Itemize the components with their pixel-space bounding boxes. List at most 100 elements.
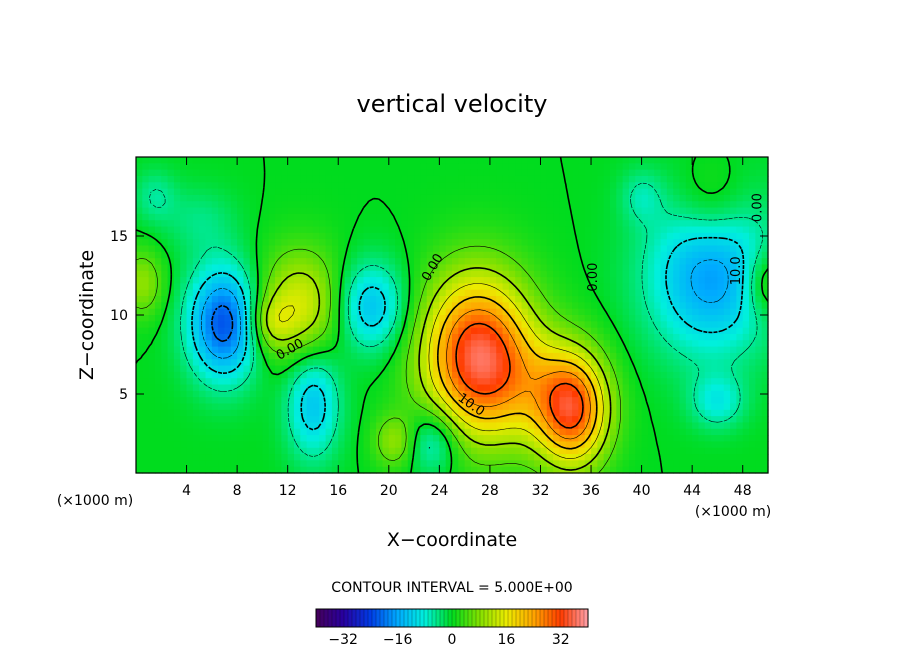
heatmap-cell [262, 302, 270, 310]
heatmap-cell [186, 454, 194, 461]
heatmap-cell [679, 422, 687, 430]
heatmap-cell [502, 251, 510, 259]
heatmap-cell [268, 258, 276, 266]
heatmap-cell [489, 371, 497, 379]
heatmap-cell [300, 194, 308, 202]
heatmap-cell [237, 232, 245, 240]
heatmap-cell [521, 403, 529, 411]
heatmap-cell [401, 403, 409, 411]
heatmap-cell [489, 397, 497, 405]
heatmap-cell [540, 182, 548, 190]
heatmap-cell [243, 207, 251, 215]
heatmap-cell [369, 460, 377, 468]
heatmap-cell [243, 296, 251, 303]
heatmap-cell [243, 220, 251, 228]
heatmap-cell [243, 201, 251, 209]
heatmap-cell [142, 169, 150, 177]
heatmap-cell [508, 163, 516, 171]
heatmap-cell [540, 220, 548, 228]
heatmap-cell [306, 333, 314, 341]
heatmap-cell [439, 321, 447, 329]
heatmap-cell [717, 308, 725, 316]
heatmap-cell [591, 163, 598, 171]
heatmap-cell [452, 346, 459, 354]
heatmap-cell [407, 157, 415, 164]
heatmap-cell [357, 403, 365, 411]
heatmap-cell [331, 390, 339, 398]
heatmap-cell [755, 390, 763, 398]
heatmap-cell [243, 378, 251, 386]
heatmap-cell [603, 239, 611, 247]
heatmap-cell [173, 371, 181, 379]
heatmap-cell [363, 422, 371, 430]
heatmap-cell [249, 283, 257, 291]
heatmap-cell [591, 378, 598, 386]
heatmap-cell [230, 270, 238, 278]
heatmap-cell [262, 296, 270, 303]
heatmap-cell [483, 182, 491, 190]
heatmap-cell [540, 277, 548, 284]
heatmap-cell [534, 194, 542, 202]
heatmap-cell [205, 188, 213, 196]
heatmap-cell [483, 251, 491, 259]
heatmap-cell [610, 245, 617, 253]
heatmap-cell [572, 245, 579, 253]
heatmap-cell [426, 169, 434, 177]
heatmap-cell [344, 201, 352, 209]
heatmap-cell [154, 169, 162, 177]
heatmap-cell [407, 378, 415, 386]
heatmap-cell [628, 397, 636, 405]
heatmap-cell [654, 270, 662, 278]
heatmap-cell [660, 447, 668, 455]
heatmap-cell [584, 157, 592, 164]
heatmap-cell [679, 378, 687, 386]
heatmap-cell [249, 182, 257, 190]
heatmap-cell [262, 428, 270, 436]
heatmap-cell [622, 163, 630, 171]
heatmap-cell [350, 182, 358, 190]
heatmap-cell [407, 175, 415, 183]
heatmap-cell [376, 251, 384, 259]
heatmap-cell [256, 308, 263, 316]
heatmap-cell [350, 245, 358, 253]
heatmap-cell [477, 239, 485, 247]
heatmap-cell [616, 289, 624, 297]
heatmap-cell [262, 321, 270, 329]
heatmap-cell [458, 302, 466, 310]
heatmap-cell [275, 352, 282, 360]
heatmap-cell [578, 435, 586, 442]
heatmap-cell [730, 403, 737, 411]
heatmap-cell [369, 416, 377, 424]
heatmap-cell [452, 194, 459, 202]
heatmap-cell [186, 308, 194, 316]
heatmap-cell [616, 371, 624, 379]
heatmap-cell [527, 308, 535, 316]
heatmap-cell [256, 422, 263, 430]
heatmap-cell [534, 397, 542, 405]
heatmap-cell [161, 384, 169, 392]
heatmap-cell [369, 352, 377, 360]
heatmap-cell [218, 289, 226, 297]
heatmap-cell [388, 302, 396, 310]
heatmap-cell [388, 365, 396, 373]
heatmap-cell [230, 258, 238, 266]
heatmap-cell [357, 422, 365, 430]
heatmap-cell [186, 207, 194, 215]
heatmap-cell [647, 428, 655, 436]
heatmap-cell [496, 403, 504, 411]
heatmap-cell [673, 251, 681, 259]
heatmap-cell [268, 315, 276, 322]
heatmap-cell [679, 365, 687, 373]
heatmap-cell [553, 403, 561, 411]
heatmap-cell [565, 289, 573, 297]
heatmap-cell [673, 245, 681, 253]
heatmap-cell [553, 163, 561, 171]
heatmap-cell [483, 416, 491, 424]
heatmap-cell [224, 302, 232, 310]
heatmap-cell [243, 239, 251, 247]
heatmap-cell [610, 302, 617, 310]
heatmap-cell [540, 169, 548, 177]
heatmap-cell [673, 333, 681, 341]
heatmap-cell [666, 371, 674, 379]
heatmap-cell [515, 308, 523, 316]
